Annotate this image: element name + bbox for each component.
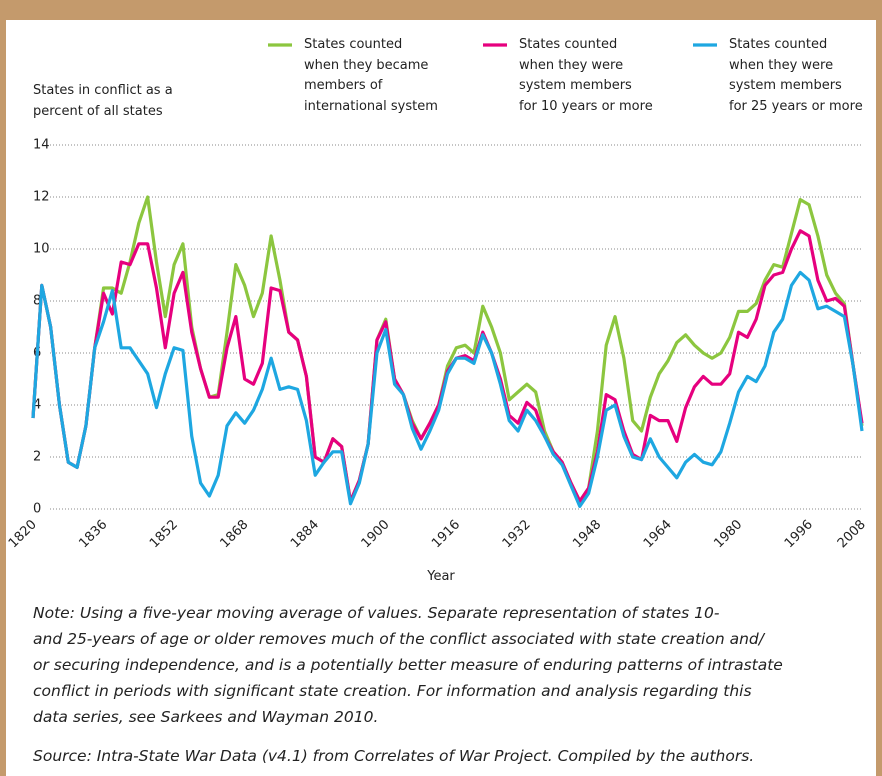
x-tick-label: 1820: [6, 517, 40, 551]
y-tick-label: 14: [33, 138, 50, 153]
x-tick-label: 1868: [217, 517, 251, 551]
legend-label: States counted when they were system mem…: [519, 37, 653, 114]
legend-label: States counted when they were system mem…: [729, 37, 863, 114]
y-tick-label: 4: [33, 398, 41, 413]
y-tick-label: 8: [33, 294, 41, 309]
y-axis-label: States in conflict as a percent of all s…: [33, 83, 173, 119]
x-tick-label: 1996: [782, 517, 816, 551]
y-tick-label: 10: [33, 242, 50, 257]
y-tick-label: 0: [33, 502, 41, 517]
x-tick-label: 1884: [288, 517, 322, 551]
series-line: [31, 195, 864, 503]
x-tick-label: 1916: [429, 517, 463, 551]
x-axis-label: Year: [426, 569, 455, 584]
y-tick-label: 2: [33, 450, 41, 465]
x-tick-label: 1948: [570, 517, 604, 551]
y-tick-label: 12: [33, 190, 50, 205]
x-tick-label: 1964: [641, 517, 675, 551]
x-tick-label: 1836: [76, 517, 110, 551]
x-tick-label: 1900: [359, 517, 393, 551]
series-line: [31, 270, 864, 508]
x-tick-label: 1852: [147, 517, 181, 551]
x-tick-label: 2008: [835, 517, 869, 551]
x-tick-label: 1980: [711, 517, 745, 551]
note: Note: Using a five-year moving average o…: [33, 604, 783, 726]
source: Source: Intra-State War Data (v4.1) from…: [33, 747, 755, 765]
x-tick-label: 1932: [500, 517, 534, 551]
legend-label: States counted when they became members …: [304, 37, 438, 114]
